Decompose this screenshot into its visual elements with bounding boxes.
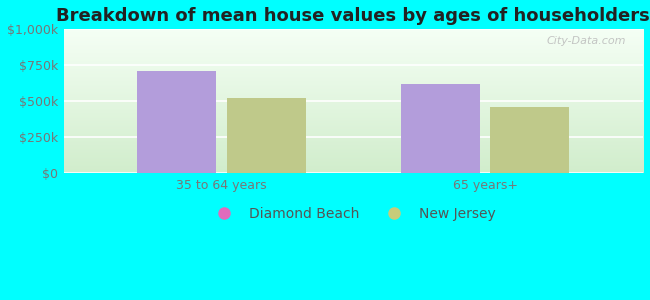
- Legend: Diamond Beach, New Jersey: Diamond Beach, New Jersey: [205, 201, 502, 226]
- Title: Breakdown of mean house values by ages of householders: Breakdown of mean house values by ages o…: [57, 7, 650, 25]
- Text: City-Data.com: City-Data.com: [546, 37, 626, 46]
- Bar: [401, 84, 480, 173]
- Bar: [490, 107, 569, 173]
- Bar: [227, 98, 306, 173]
- Bar: [137, 71, 216, 173]
